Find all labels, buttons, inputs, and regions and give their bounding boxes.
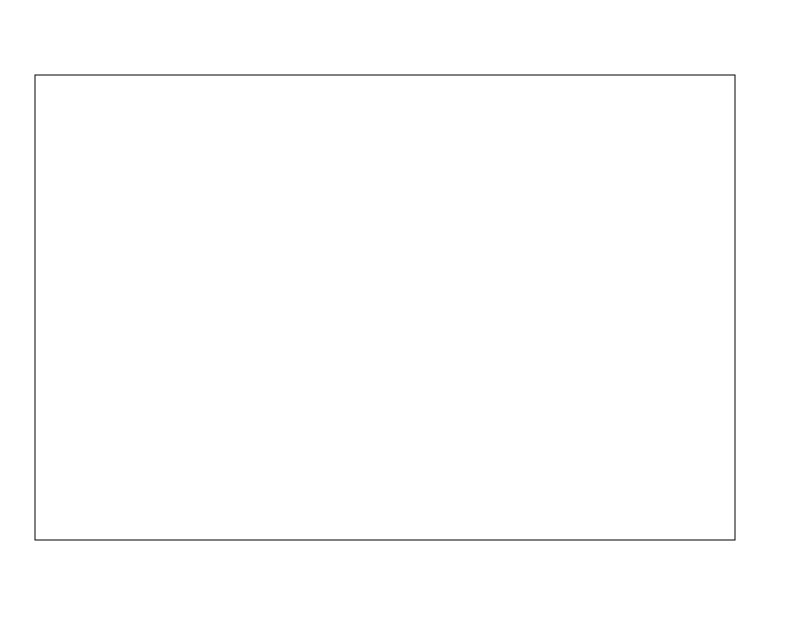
map-frame	[34, 74, 736, 541]
